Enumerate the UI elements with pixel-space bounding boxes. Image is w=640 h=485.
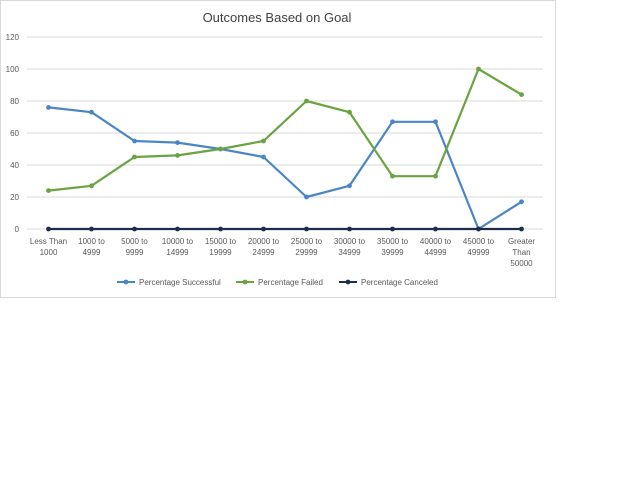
x-tick-label: 49999 [467, 248, 490, 257]
x-tick-label: 15000 to [205, 237, 237, 246]
series-lines [46, 66, 524, 232]
data-point [46, 188, 51, 194]
data-point [261, 138, 266, 144]
data-point [433, 119, 438, 125]
data-point [433, 173, 438, 179]
x-tick-label: 4999 [83, 248, 101, 257]
legend-marker [345, 279, 351, 285]
data-point [261, 154, 266, 160]
y-tick-label: 60 [10, 129, 19, 138]
y-tick-label: 120 [6, 33, 20, 42]
data-point [519, 92, 524, 97]
data-point [175, 226, 180, 232]
series-2 [46, 66, 524, 194]
x-tick-label: 29999 [295, 248, 318, 257]
data-point [132, 138, 137, 144]
x-tick-label: 1000 [40, 248, 58, 257]
x-tick-label: 19999 [209, 248, 232, 257]
series-3 [46, 226, 524, 232]
x-tick-label: 40000 to [420, 237, 452, 246]
data-point [175, 153, 180, 158]
y-tick-label: 0 [15, 225, 20, 234]
legend: Percentage Successful Percentage Failed Pe… [117, 278, 438, 287]
data-point [390, 226, 395, 232]
legend-label: Percentage Failed [258, 278, 323, 287]
legend-label: Percentage Successful [139, 278, 221, 287]
data-point [304, 194, 309, 200]
data-point [89, 183, 94, 189]
data-point [46, 105, 51, 110]
data-point [347, 226, 352, 232]
data-point [304, 226, 309, 232]
data-point [519, 199, 524, 205]
data-point [89, 226, 94, 232]
x-tick-label: 44999 [424, 248, 447, 257]
series-line [47, 106, 523, 231]
x-tick-label: Less Than [30, 237, 67, 246]
data-point [476, 226, 481, 232]
x-tick-label: 45000 to [463, 237, 495, 246]
data-point [261, 226, 266, 232]
legend-item: Percentage Failed [236, 278, 323, 287]
data-point [347, 183, 352, 189]
x-tick-label: 14999 [166, 248, 189, 257]
legend-item: Percentage Canceled [339, 278, 438, 287]
data-point [390, 119, 395, 125]
data-point [218, 226, 223, 232]
x-tick-label: 20000 to [248, 237, 280, 246]
series-line [47, 67, 523, 192]
data-point [433, 226, 438, 232]
data-point [476, 66, 481, 72]
y-tick-label: 100 [6, 65, 20, 74]
data-point [218, 146, 223, 152]
x-tick-label: 5000 to [121, 237, 148, 246]
y-axis-ticks: 0 20 40 60 80 100 120 [6, 33, 20, 234]
data-point [304, 98, 309, 104]
legend-marker [123, 279, 129, 285]
x-tick-label: Than [512, 248, 530, 257]
x-tick-label: Greater [508, 237, 535, 246]
data-point [175, 140, 180, 146]
data-point [390, 173, 395, 179]
x-tick-label: 34999 [338, 248, 361, 257]
chart-title: Outcomes Based on Goal [203, 10, 352, 25]
x-tick-label: 24999 [252, 248, 275, 257]
y-tick-label: 40 [10, 161, 19, 170]
y-tick-label: 80 [10, 97, 19, 106]
x-tick-label: 30000 to [334, 237, 366, 246]
x-tick-label: 10000 to [162, 237, 194, 246]
x-tick-label: 35000 to [377, 237, 409, 246]
x-tick-label: 9999 [126, 248, 144, 257]
legend-item: Percentage Successful [117, 278, 221, 287]
x-axis-ticks: Less Than 1000 1000 to 4999 5000 to 9999 10000… [30, 237, 536, 268]
legend-marker [242, 279, 248, 285]
data-point [132, 226, 137, 232]
data-point [89, 109, 94, 115]
y-tick-label: 20 [10, 193, 19, 202]
x-tick-label: 50000 [510, 259, 533, 268]
x-tick-label: 39999 [381, 248, 404, 257]
x-tick-label: 25000 to [291, 237, 323, 246]
data-point [46, 226, 51, 232]
chart-area-border [0, 0, 556, 298]
legend-label: Percentage Canceled [361, 278, 438, 287]
data-point [132, 154, 137, 160]
data-point [347, 109, 352, 115]
data-point [519, 226, 524, 232]
x-tick-label: 1000 to [78, 237, 105, 246]
